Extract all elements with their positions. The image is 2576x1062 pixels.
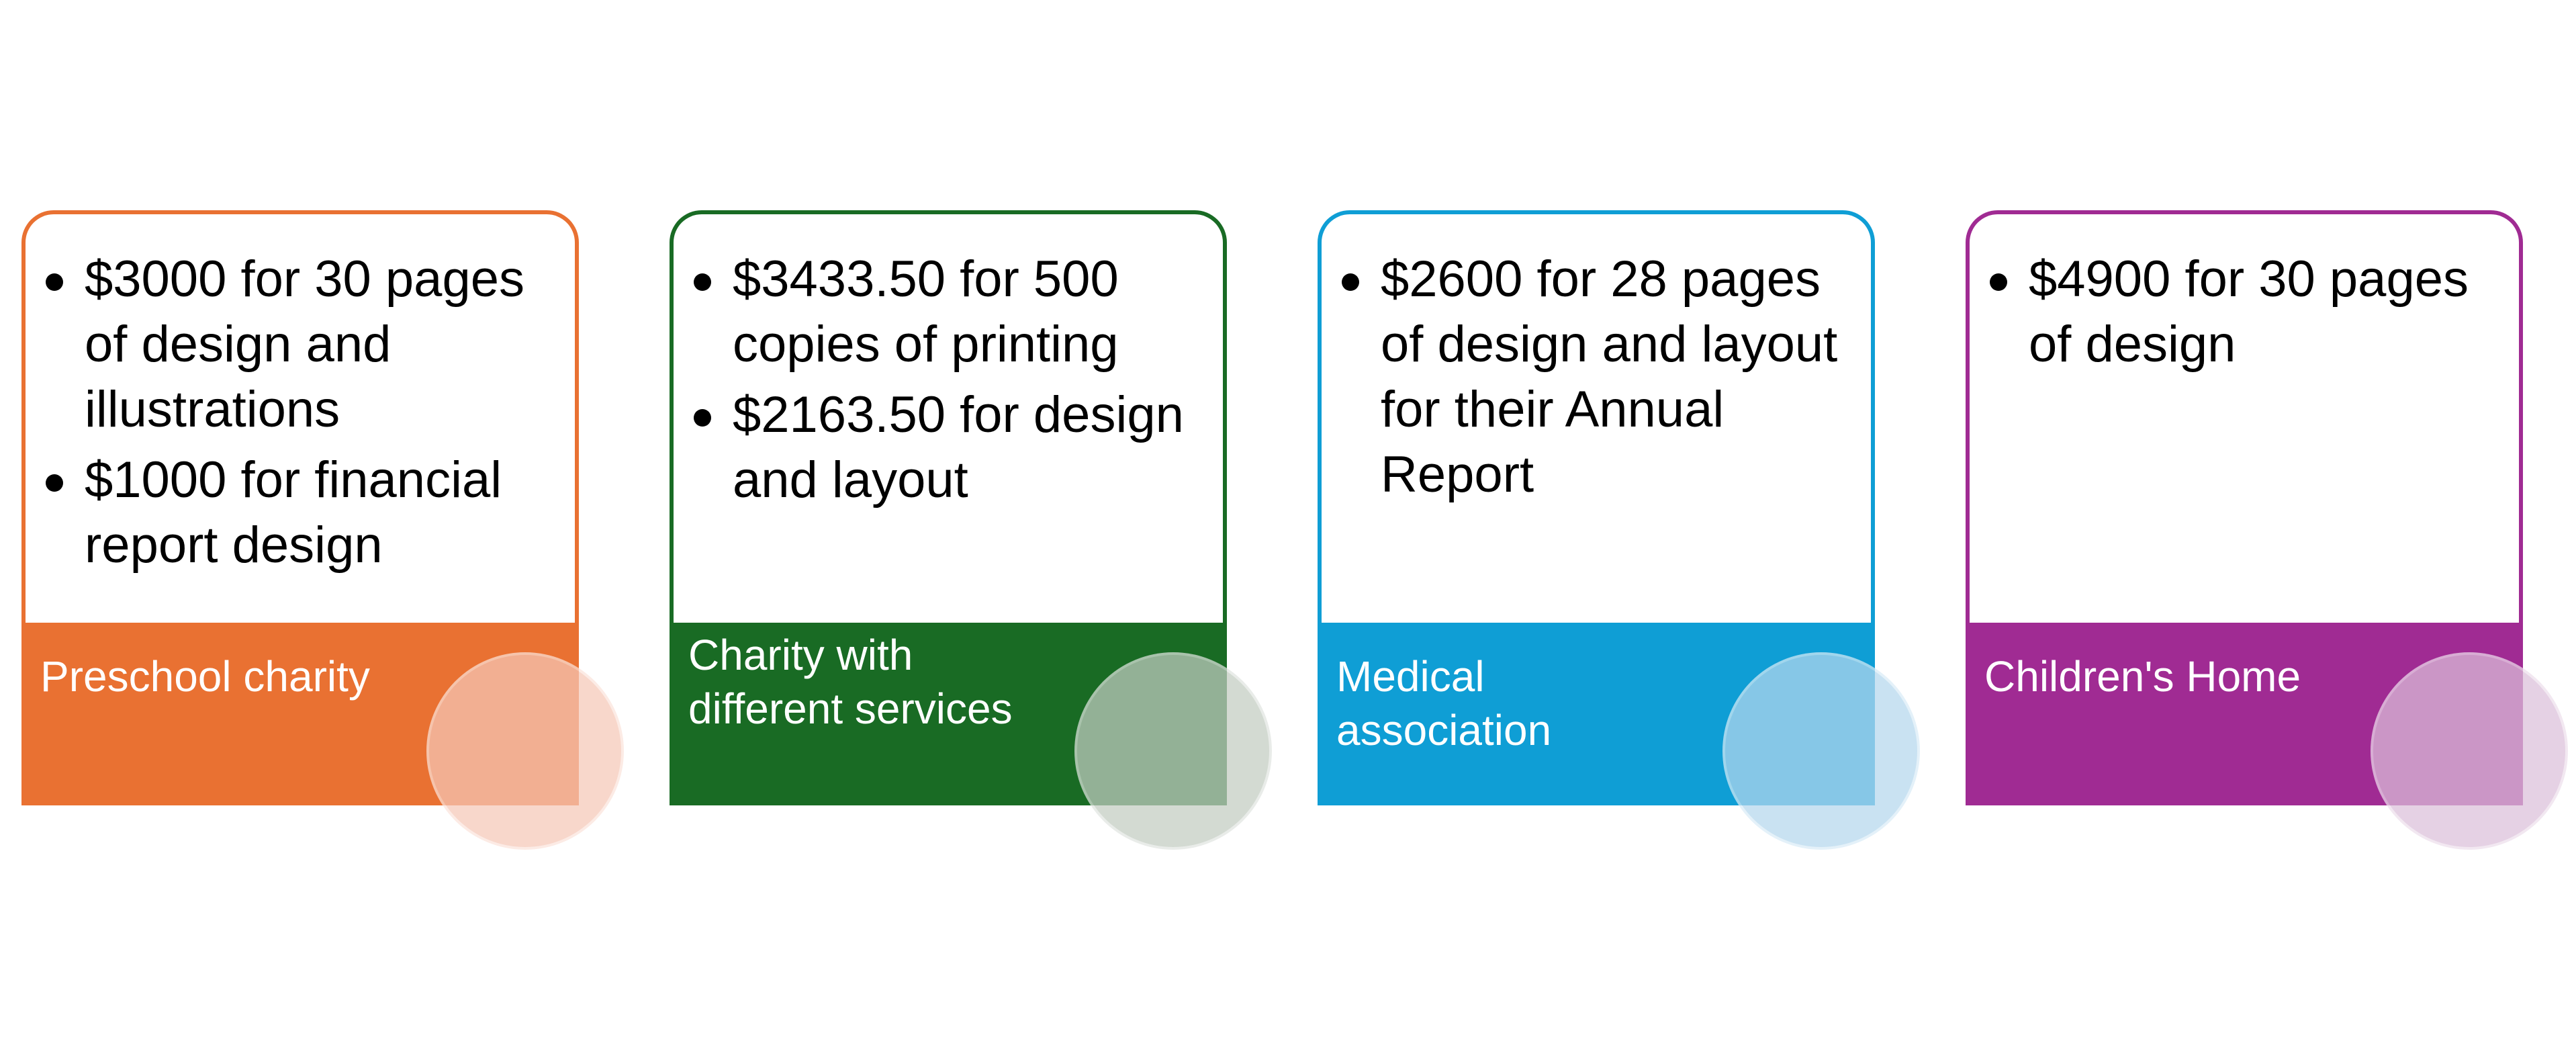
card: $4900 for 30 pages of design Children's H…	[1966, 210, 2568, 850]
card-label: Preschool charity	[40, 652, 370, 701]
bullet-item: $3000 for 30 pages of design and illustr…	[46, 247, 561, 442]
bullet-list: $4900 for 30 pages of design	[1970, 214, 2519, 377]
bullet-list: $2600 for 28 pages of design and layout …	[1322, 214, 1871, 507]
bullet-item: $2163.50 for design and layout	[694, 382, 1209, 513]
card-details: $3000 for 30 pages of design and illustr…	[21, 210, 579, 623]
bullet-item: $3433.50 for 500 copies of printing	[694, 247, 1209, 377]
decorative-circle	[426, 652, 624, 850]
decorative-circle	[1074, 652, 1272, 850]
decorative-circle	[2371, 652, 2568, 850]
card: $2600 for 28 pages of design and layout …	[1318, 210, 1920, 850]
card-label: Charity with different services	[688, 631, 1013, 733]
decorative-circle	[1722, 652, 1920, 850]
card-label: Children's Home	[1984, 652, 2301, 701]
card-details: $3433.50 for 500 copies of printing $2163…	[670, 210, 1227, 623]
card-details: $4900 for 30 pages of design	[1966, 210, 2523, 623]
card-label: Medical association	[1336, 652, 1552, 754]
bullet-item: $4900 for 30 pages of design	[1990, 247, 2505, 377]
bullet-list: $3000 for 30 pages of design and illustr…	[26, 214, 575, 578]
card: $3000 for 30 pages of design and illustr…	[21, 210, 624, 850]
bullet-list: $3433.50 for 500 copies of printing $2163…	[674, 214, 1223, 513]
card-details: $2600 for 28 pages of design and layout …	[1318, 210, 1875, 623]
bullet-item: $1000 for financial report design	[46, 447, 561, 578]
bullet-item: $2600 for 28 pages of design and layout …	[1342, 247, 1857, 507]
card: $3433.50 for 500 copies of printing $2163…	[670, 210, 1272, 850]
